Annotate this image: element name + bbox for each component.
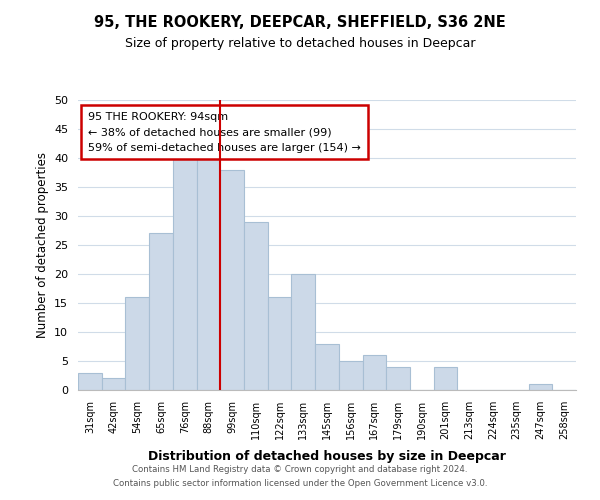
- Text: Size of property relative to detached houses in Deepcar: Size of property relative to detached ho…: [125, 38, 475, 51]
- Bar: [386, 367, 410, 390]
- Bar: [339, 361, 362, 390]
- Bar: [315, 344, 339, 390]
- Text: Contains HM Land Registry data © Crown copyright and database right 2024.
Contai: Contains HM Land Registry data © Crown c…: [113, 466, 487, 487]
- Bar: [268, 297, 292, 390]
- Bar: [102, 378, 125, 390]
- Text: 95 THE ROOKERY: 94sqm
← 38% of detached houses are smaller (99)
59% of semi-deta: 95 THE ROOKERY: 94sqm ← 38% of detached …: [88, 112, 361, 153]
- Y-axis label: Number of detached properties: Number of detached properties: [35, 152, 49, 338]
- Bar: [434, 367, 457, 390]
- Bar: [220, 170, 244, 390]
- Bar: [292, 274, 315, 390]
- Bar: [149, 234, 173, 390]
- Bar: [173, 158, 197, 390]
- Bar: [362, 355, 386, 390]
- Bar: [529, 384, 552, 390]
- X-axis label: Distribution of detached houses by size in Deepcar: Distribution of detached houses by size …: [148, 450, 506, 463]
- Bar: [78, 372, 102, 390]
- Bar: [197, 152, 220, 390]
- Text: 95, THE ROOKERY, DEEPCAR, SHEFFIELD, S36 2NE: 95, THE ROOKERY, DEEPCAR, SHEFFIELD, S36…: [94, 15, 506, 30]
- Bar: [125, 297, 149, 390]
- Bar: [244, 222, 268, 390]
